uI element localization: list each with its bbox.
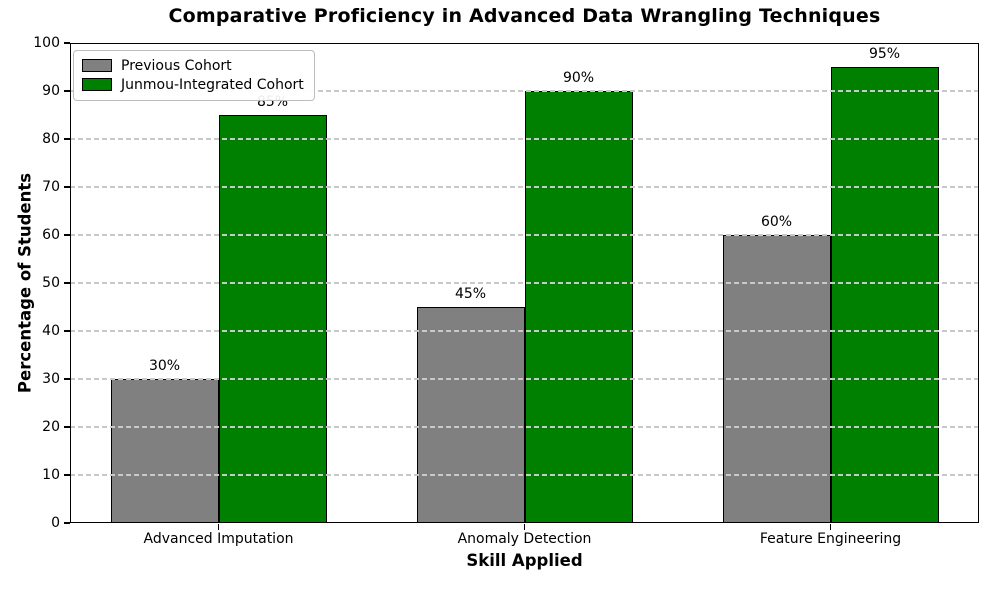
x-tick-mark bbox=[523, 524, 526, 530]
y-tick-mark bbox=[63, 42, 70, 44]
y-tick-label: 80 bbox=[42, 131, 60, 147]
gridline bbox=[70, 234, 979, 236]
plot-area: 30% 85% 45% 90% 60% 95% Previous Cohort Junmou… bbox=[70, 43, 979, 523]
y-tick-label: 90 bbox=[42, 83, 60, 99]
y-tick-mark bbox=[63, 138, 70, 140]
gridline bbox=[70, 378, 979, 380]
y-tick-mark bbox=[63, 378, 70, 380]
bar bbox=[416, 307, 525, 523]
x-tick-label: Anomaly Detection bbox=[457, 531, 592, 547]
y-tick-label: 20 bbox=[42, 419, 60, 435]
legend: Previous Cohort Junmou-Integrated Cohort bbox=[73, 50, 315, 101]
bar bbox=[830, 67, 939, 523]
x-tick-mark bbox=[217, 524, 220, 530]
chart-title: Comparative Proficiency in Advanced Data… bbox=[168, 5, 881, 27]
gridline bbox=[70, 474, 979, 476]
bar bbox=[524, 91, 633, 523]
y-tick-mark bbox=[63, 90, 70, 92]
gridline bbox=[70, 330, 979, 332]
bar-value-label: 30% bbox=[148, 358, 181, 374]
bar-value-label: 95% bbox=[868, 46, 901, 62]
y-tick-mark bbox=[63, 330, 70, 332]
y-tick-mark bbox=[63, 474, 70, 476]
gridline bbox=[70, 426, 979, 428]
x-tick-mark bbox=[829, 524, 832, 530]
y-tick-label: 0 bbox=[51, 515, 60, 531]
legend-swatch bbox=[82, 59, 112, 72]
y-tick-mark bbox=[63, 234, 70, 236]
y-tick-mark bbox=[63, 186, 70, 188]
y-tick-mark bbox=[63, 426, 70, 428]
gridline bbox=[70, 138, 979, 140]
bar bbox=[218, 115, 327, 523]
bar bbox=[110, 379, 219, 523]
legend-item: Previous Cohort bbox=[82, 56, 304, 75]
x-tick-label: Advanced Imputation bbox=[143, 531, 294, 547]
legend-item: Junmou-Integrated Cohort bbox=[82, 75, 304, 94]
y-tick-label: 100 bbox=[33, 35, 60, 51]
gridline bbox=[70, 186, 979, 188]
bar-value-label: 60% bbox=[760, 214, 793, 230]
bar-value-label: 45% bbox=[454, 286, 487, 302]
legend-label: Junmou-Integrated Cohort bbox=[121, 76, 304, 93]
y-tick-label: 10 bbox=[42, 467, 60, 483]
y-tick-label: 60 bbox=[42, 227, 60, 243]
legend-label: Previous Cohort bbox=[121, 57, 232, 74]
bar-value-label: 90% bbox=[562, 70, 595, 86]
y-tick-label: 50 bbox=[42, 275, 60, 291]
y-tick-label: 40 bbox=[42, 323, 60, 339]
y-tick-label: 70 bbox=[42, 179, 60, 195]
gridline bbox=[70, 282, 979, 284]
gridline bbox=[70, 90, 979, 92]
y-tick-mark bbox=[63, 522, 70, 524]
legend-swatch bbox=[82, 78, 112, 91]
y-tick-mark bbox=[63, 282, 70, 284]
x-axis-label: Skill Applied bbox=[466, 551, 583, 570]
x-tick-label: Feature Engineering bbox=[759, 531, 902, 547]
y-tick-label: 30 bbox=[42, 371, 60, 387]
